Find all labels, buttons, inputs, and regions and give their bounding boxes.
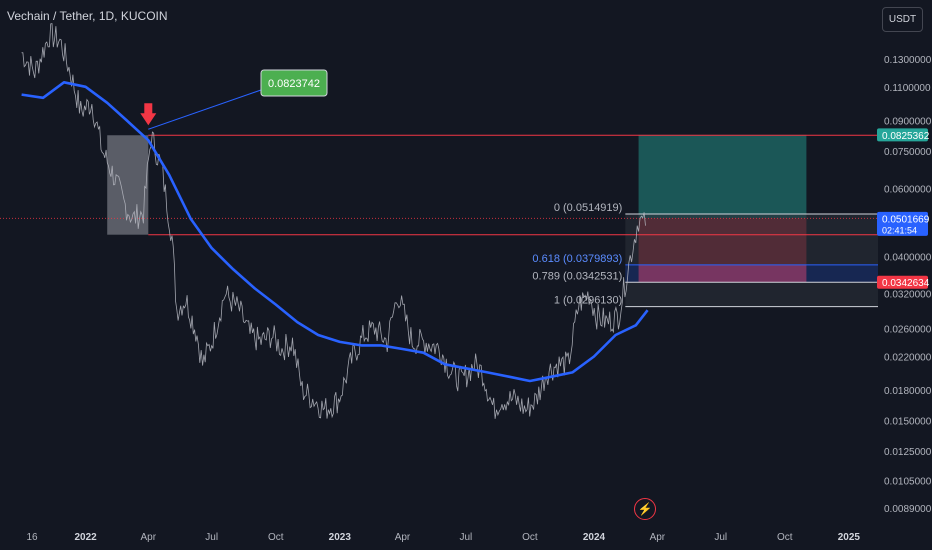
fib-level-label: 0.789 (0.0342531): [532, 270, 622, 282]
x-tick-label: 2025: [838, 532, 861, 543]
x-tick-label: Apr: [141, 532, 157, 543]
price-label: 0.0342634: [882, 278, 930, 289]
y-tick-label: 0.0750000: [884, 147, 932, 158]
y-tick-label: 0.0320000: [884, 290, 932, 301]
callout-box: [260, 69, 328, 97]
price-label: 0.0825362: [882, 131, 930, 142]
y-tick-label: 0.0180000: [884, 386, 932, 397]
fib-zone: [625, 264, 878, 283]
price-label-tag: [877, 211, 928, 236]
price-label: 0.0501669: [882, 214, 930, 225]
moving-average-line: [21, 81, 649, 383]
x-tick-label: Oct: [268, 532, 284, 543]
currency-button[interactable]: USDT: [882, 7, 923, 32]
x-tick-label: 16: [26, 532, 38, 543]
x-tick-label: Oct: [522, 532, 538, 543]
lightning-icon[interactable]: ⚡: [634, 498, 656, 520]
profit-zone: [638, 134, 807, 219]
y-tick-label: 0.1300000: [884, 55, 932, 66]
x-tick-label: Jul: [714, 532, 727, 543]
y-tick-label: 0.0089000: [884, 504, 932, 515]
x-tick-label: Apr: [650, 532, 666, 543]
fib-level-label: 0 (0.0514919): [554, 202, 623, 214]
x-tick-label: Jul: [205, 532, 218, 543]
fib-zone: [625, 213, 878, 265]
y-tick-label: 0.0125000: [884, 447, 932, 458]
callout-connector: [148, 89, 262, 130]
price-label-tag: [877, 275, 928, 289]
chart-title: Vechain / Tether, 1D, KUCOIN: [7, 9, 168, 23]
y-tick-label: 0.0260000: [884, 324, 932, 335]
x-tick-label: Jul: [459, 532, 472, 543]
x-tick-label: 2022: [74, 532, 97, 543]
y-tick-label: 0.0400000: [884, 252, 932, 263]
x-tick-label: 2024: [583, 532, 606, 543]
price-label-tag: [877, 128, 928, 142]
y-tick-label: 0.0600000: [884, 184, 932, 195]
y-tick-label: 0.0105000: [884, 476, 932, 487]
fib-level-label: 0.618 (0.0379893): [532, 253, 622, 265]
fib-level-label: 1 (0.0296130): [554, 295, 623, 307]
x-tick-label: Apr: [395, 532, 411, 543]
countdown-label: 02:41:54: [882, 225, 917, 235]
callout-label: 0.0823742: [268, 78, 320, 90]
price-series: [21, 23, 646, 419]
arrow-down-icon: [140, 103, 157, 126]
y-tick-label: 0.0900000: [884, 116, 932, 127]
y-tick-label: 0.0150000: [884, 417, 932, 428]
x-tick-label: Oct: [777, 532, 793, 543]
y-tick-label: 0.0220000: [884, 352, 932, 363]
y-tick-label: 0.1100000: [884, 83, 931, 94]
x-tick-label: 2023: [329, 532, 352, 543]
fib-zone: [625, 282, 878, 307]
